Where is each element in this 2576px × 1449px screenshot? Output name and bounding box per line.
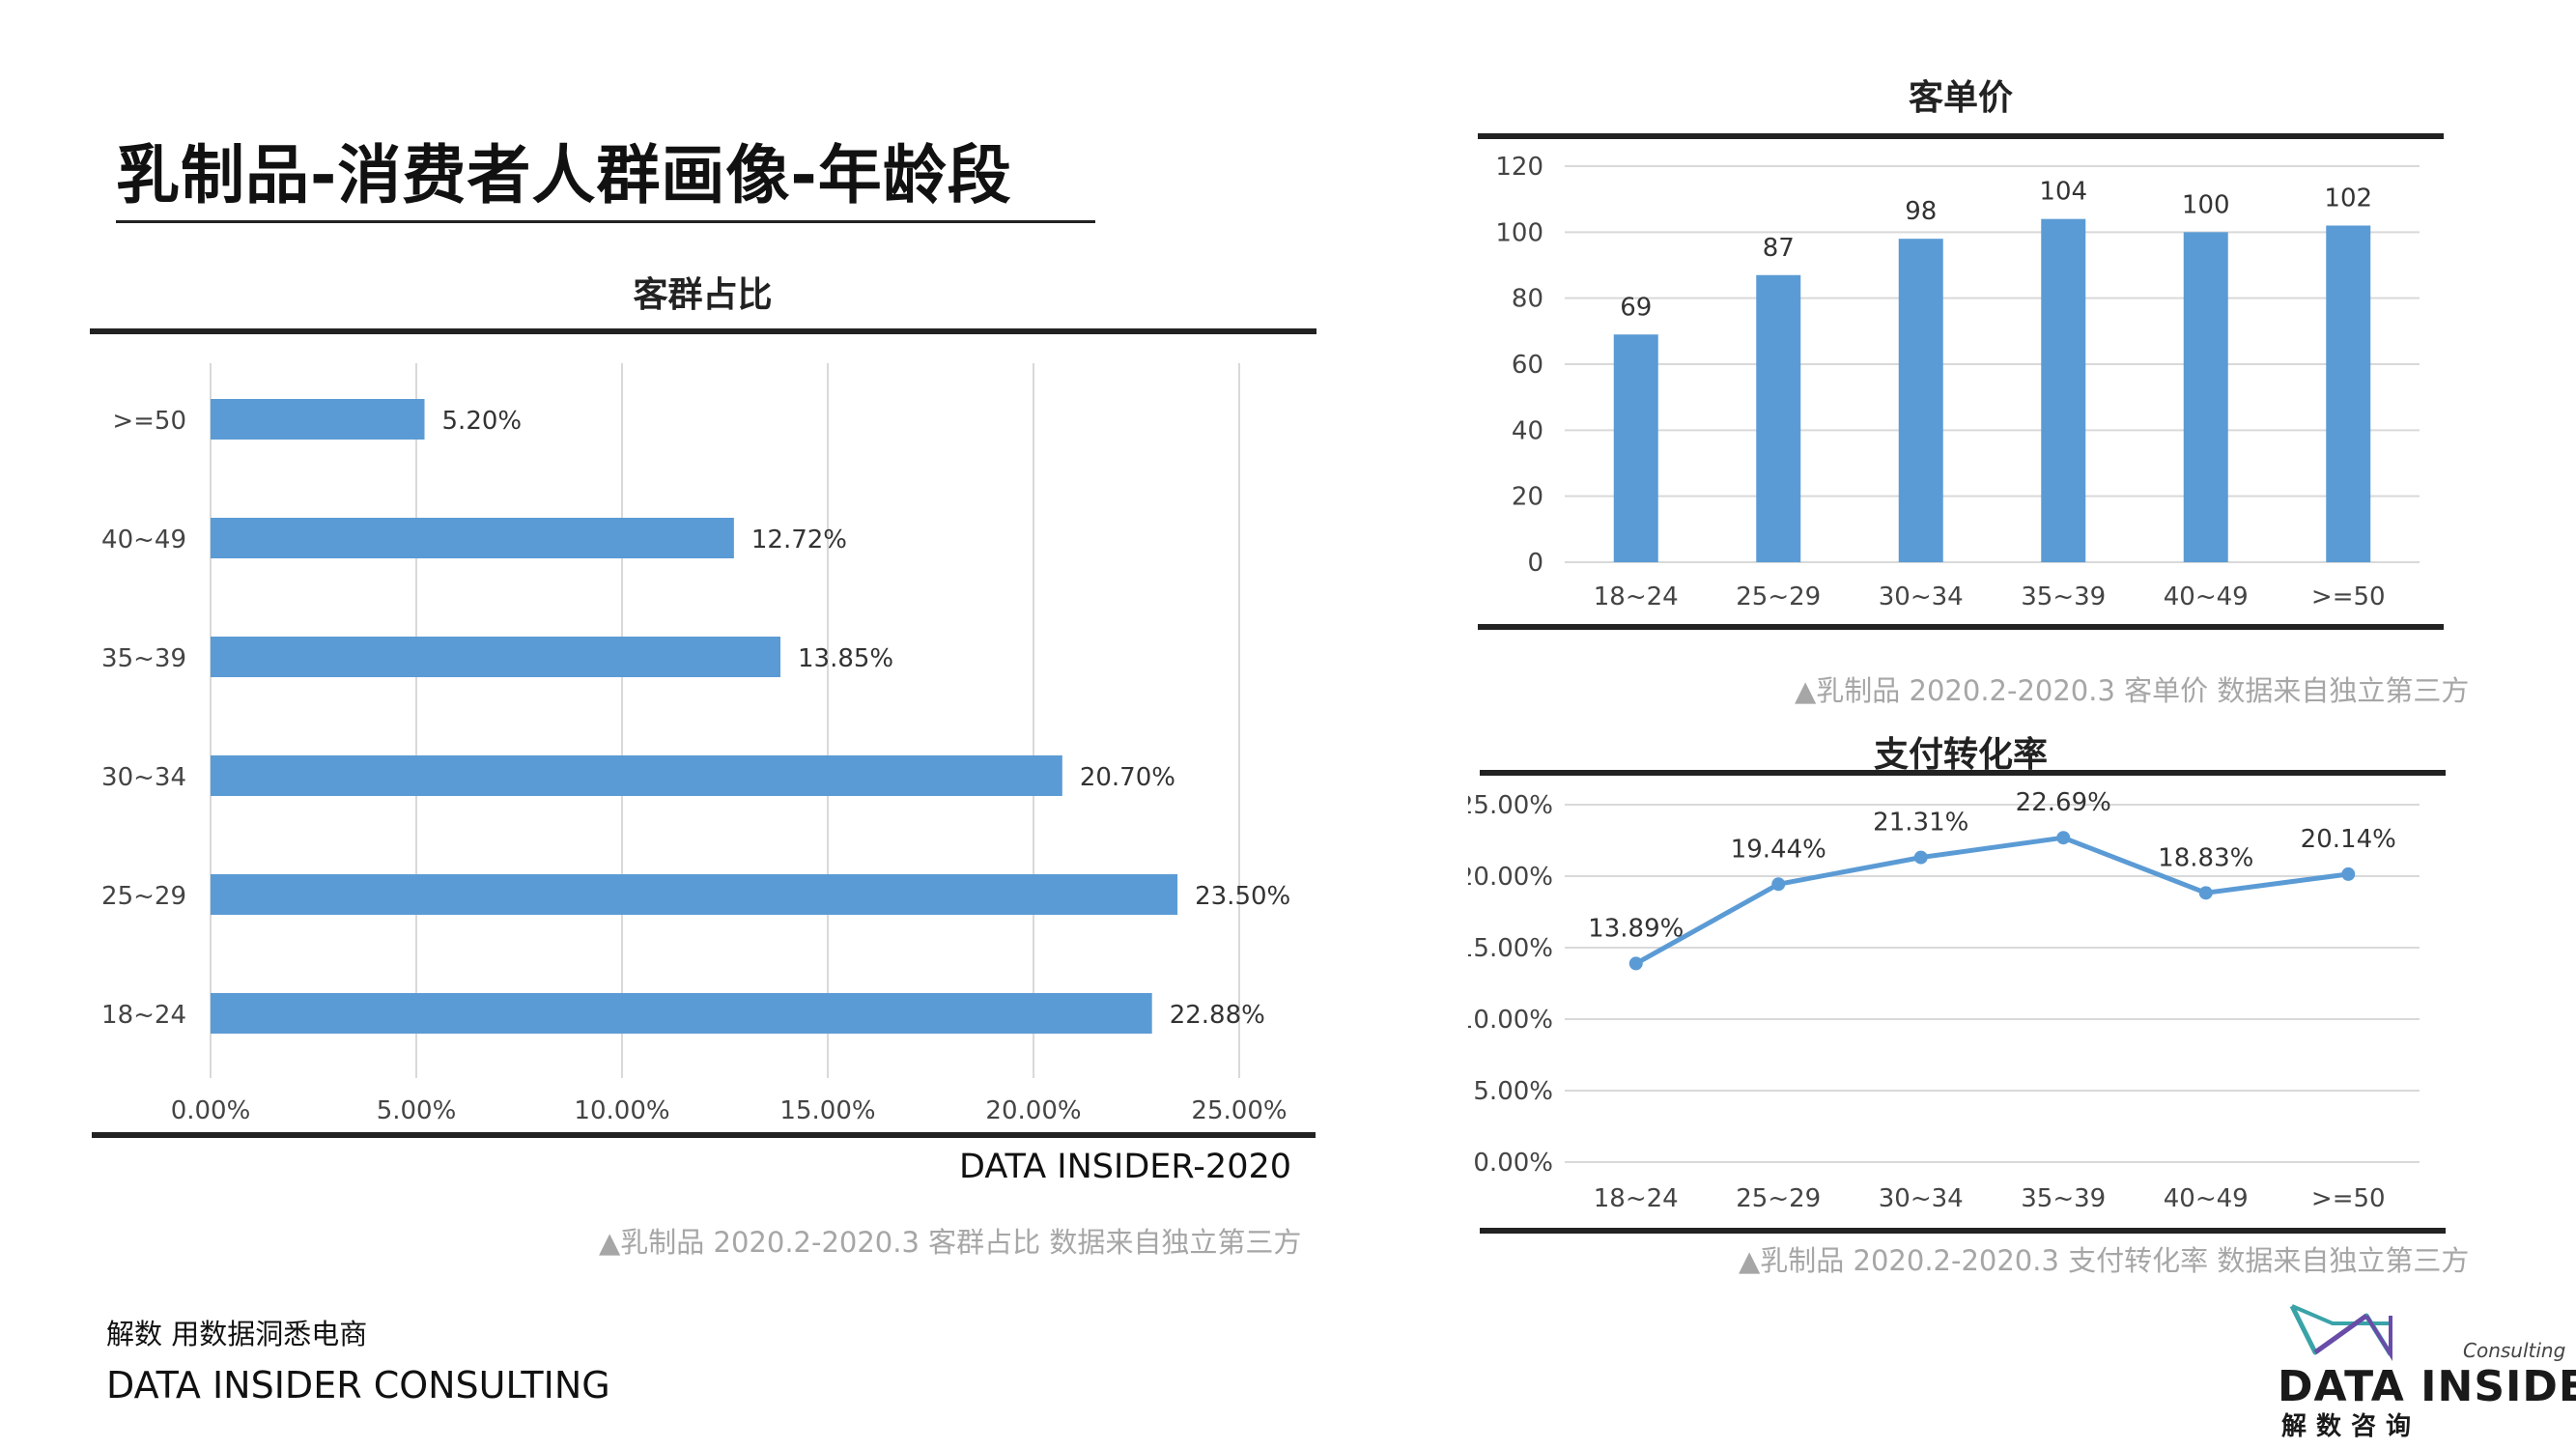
unit-price-chart: 0 20 40 60 80 100 120 69 18~24 87 25~29 98 30~34 104 3… [1495, 153, 2420, 611]
bar-value-label: 87 [1763, 234, 1795, 263]
logo-consulting-text: Consulting [2463, 1339, 2566, 1362]
bar-value-label: 22.88% [1170, 1001, 1265, 1030]
unit-price-top-rule [1478, 133, 2444, 139]
point-value-label: 20.14% [2301, 825, 2396, 854]
bar [211, 399, 425, 440]
y-tick-label: 10.00% [1468, 1006, 1553, 1035]
y-tick-label: 40 [1512, 416, 1543, 445]
footer-tagline: 解数 用数据洞悉电商 [106, 1318, 368, 1350]
page-title: 乳制品-消费者人群画像-年龄段 [116, 138, 1012, 213]
bar [211, 518, 734, 558]
x-tick-label: 10.00% [574, 1096, 669, 1125]
data-point [1628, 956, 1643, 971]
bar-value-label: 104 [2039, 178, 2087, 207]
conversion-caption: ▲乳制品 2020.2-2020.3 支付转化率 数据来自独立第三方 [1739, 1244, 2470, 1277]
conversion-bottom-rule [1480, 1228, 2446, 1234]
customer-share-title: 客群占比 [633, 275, 773, 315]
footer-company: DATA INSIDER CONSULTING [106, 1364, 610, 1406]
logo-subtitle: 解数咨询 [2281, 1412, 2421, 1441]
bar-value-label: 13.85% [798, 644, 893, 673]
y-tick-label: 5.00% [1473, 1077, 1553, 1106]
bar-value-label: 12.72% [751, 526, 847, 554]
x-category-label: 18~24 [1594, 582, 1679, 611]
unit-price-bottom-rule [1478, 624, 2444, 630]
customer-share-top-rule [90, 328, 1316, 334]
y-category-label: 18~24 [101, 1001, 186, 1030]
bar-value-label: 102 [2324, 185, 2372, 213]
point-value-label: 22.69% [2016, 788, 2111, 817]
point-value-label: 18.83% [2158, 843, 2253, 872]
y-tick-label: 20.00% [1468, 863, 1553, 892]
chart-source-label: DATA INSIDER-2020 [959, 1148, 1292, 1186]
y-tick-label: 80 [1512, 285, 1543, 314]
x-category-label: >=50 [2311, 582, 2386, 611]
bar [2326, 225, 2371, 562]
conversion-title: 支付转化率 [1873, 735, 2048, 775]
y-tick-label: 120 [1495, 153, 1543, 182]
y-tick-label: 20 [1512, 483, 1543, 512]
bar [211, 755, 1062, 796]
point-value-label: 13.89% [1588, 914, 1684, 943]
y-tick-label: 15.00% [1468, 934, 1553, 963]
x-tick-label: 25.00% [1191, 1096, 1287, 1125]
x-tick-label: 20.00% [985, 1096, 1081, 1125]
x-tick-label: 5.00% [377, 1096, 457, 1125]
data-point [1913, 850, 1928, 865]
point-value-label: 19.44% [1731, 835, 1826, 864]
bar [211, 637, 781, 677]
y-tick-label: 0.00% [1473, 1149, 1553, 1178]
x-tick-label: 15.00% [779, 1096, 875, 1125]
unit-price-title: 客单价 [1908, 78, 2013, 118]
bar-value-label: 69 [1620, 293, 1652, 322]
x-category-label: 25~29 [1736, 1184, 1821, 1213]
bar-value-label: 100 [2182, 190, 2230, 219]
x-category-label: 35~39 [2021, 582, 2106, 611]
data-point [2198, 886, 2213, 900]
data-point [2056, 831, 2071, 845]
x-category-label: 30~34 [1879, 1184, 1964, 1213]
y-tick-label: 0 [1527, 549, 1543, 578]
x-category-label: 40~49 [2164, 582, 2249, 611]
customer-share-chart: 0.00% 5.00% 10.00% 15.00% 20.00% 25.00% >=50 5.… [101, 363, 1290, 1125]
bar-value-label: 5.20% [442, 407, 523, 436]
bar [211, 874, 1178, 915]
x-category-label: 25~29 [1736, 582, 1821, 611]
y-category-label: 40~49 [101, 526, 186, 554]
customer-share-caption: ▲乳制品 2020.2-2020.3 客群占比 数据来自独立第三方 [599, 1226, 1302, 1259]
bar [2041, 218, 2086, 562]
data-point [1771, 877, 1786, 892]
data-point [2341, 867, 2356, 881]
data-insider-logo-icon [2289, 1304, 2393, 1361]
bar [211, 993, 1152, 1034]
customer-share-bottom-rule [92, 1132, 1316, 1138]
conversion-chart: 0.00% 5.00% 10.00% 15.00% 20.00% 25.00% 13.89%… [1468, 788, 2420, 1213]
series-line [1634, 835, 2349, 966]
x-tick-label: 0.00% [171, 1096, 251, 1125]
x-category-label: 40~49 [2164, 1184, 2249, 1213]
x-category-label: 35~39 [2021, 1184, 2106, 1213]
y-category-label: >=50 [112, 407, 186, 436]
y-tick-label: 25.00% [1468, 791, 1553, 820]
bar [1898, 239, 1943, 562]
title-underline [116, 220, 1095, 223]
bar [2183, 232, 2228, 562]
bar-value-label: 98 [1905, 197, 1937, 226]
x-category-label: 30~34 [1879, 582, 1964, 611]
unit-price-caption: ▲乳制品 2020.2-2020.3 客单价 数据来自独立第三方 [1795, 674, 2470, 707]
x-category-label: 18~24 [1594, 1184, 1679, 1213]
point-value-label: 21.31% [1873, 809, 1968, 838]
y-tick-label: 60 [1512, 351, 1543, 380]
y-category-label: 30~34 [101, 763, 186, 792]
y-category-label: 25~29 [101, 882, 186, 911]
conversion-top-rule [1480, 770, 2446, 776]
bar-value-label: 20.70% [1080, 763, 1175, 792]
bar [1756, 274, 1801, 562]
bar [1613, 334, 1658, 562]
x-category-label: >=50 [2311, 1184, 2386, 1213]
y-category-label: 35~39 [101, 644, 186, 673]
y-tick-label: 100 [1495, 218, 1543, 247]
logo-name: DATA INSIDER [2278, 1362, 2576, 1411]
bar-value-label: 23.50% [1195, 882, 1290, 911]
